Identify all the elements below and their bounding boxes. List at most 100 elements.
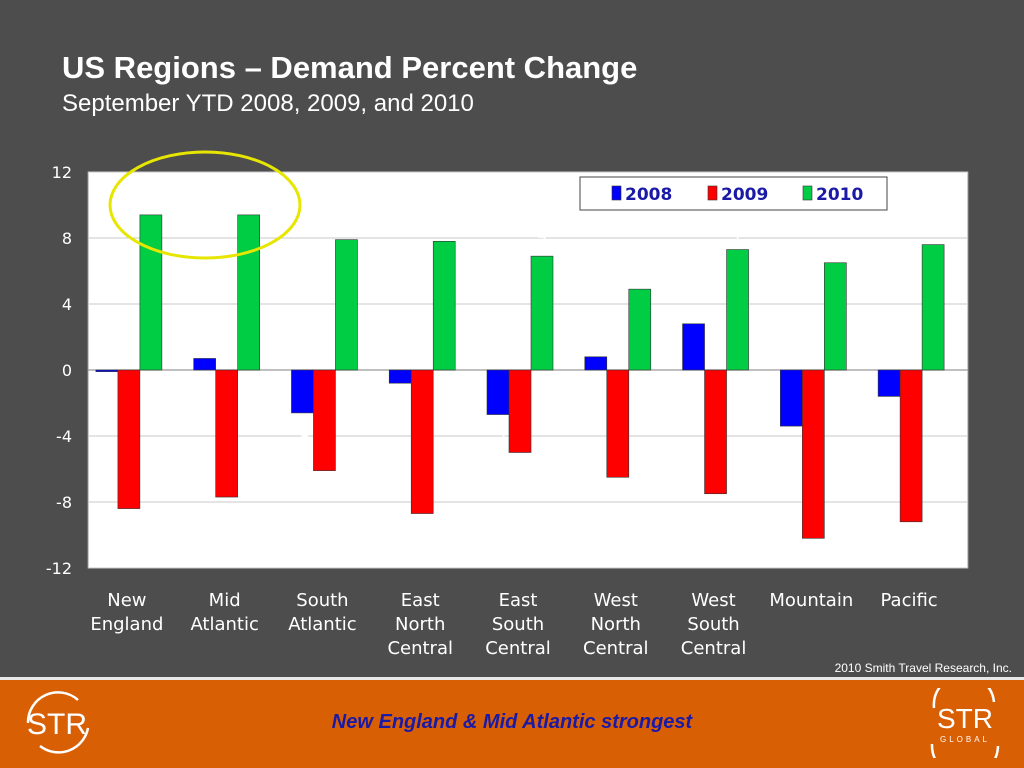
- data-label-2009-5: -7: [610, 486, 626, 505]
- bar-chart: 12 8 4 0 -4 -8 -12 0 1 -3 -1 -3 1 3 -3 -2 -8 -8 -6 -9 -5 -7 -…: [46, 150, 969, 659]
- bar-2010-6: [726, 249, 749, 371]
- bar-2009-0: [117, 369, 141, 509]
- legend-label-2008: 2008: [625, 185, 672, 205]
- x-category-label: Mountain: [769, 590, 853, 611]
- y-tick-label: -12: [46, 559, 72, 578]
- x-category-label: England: [90, 614, 163, 635]
- x-category-label: Atlantic: [288, 614, 356, 635]
- x-axis-labels: New England Mid Atlantic South Atlantic East No…: [90, 590, 937, 659]
- data-label-2008-3: -1: [392, 392, 408, 411]
- data-label-2009-8: -9: [903, 531, 919, 550]
- data-label-2010-6: 7: [732, 227, 742, 246]
- data-label-2009-3: -9: [414, 523, 430, 542]
- data-label-2009-6: -8: [708, 503, 724, 522]
- str-logo-left: STR: [26, 691, 90, 754]
- data-label-2010-5: 5: [635, 266, 645, 285]
- legend-label-2009: 2009: [721, 185, 768, 205]
- bar-2008-3: [388, 369, 412, 384]
- data-label-2009-7: -10: [800, 547, 826, 566]
- x-category-label: Atlantic: [190, 614, 258, 635]
- slide-subtitle: September YTD 2008, 2009, and 2010: [62, 90, 474, 117]
- data-label-2008-5: 1: [591, 334, 601, 353]
- data-label-2010-1: 9: [244, 192, 254, 211]
- legend-swatch-2008: [611, 185, 622, 201]
- legend-box: [579, 176, 888, 211]
- bar-2010-0: [139, 214, 163, 371]
- bar-2009-3: [410, 369, 434, 514]
- legend-swatch-2009: [707, 185, 718, 201]
- bar-2009-6: [704, 369, 727, 495]
- bar-2010-1: [237, 214, 260, 371]
- data-label-2008-4: -3: [490, 424, 506, 443]
- bar-2009-1: [215, 369, 238, 498]
- bar-2010-3: [432, 241, 456, 371]
- bar-2008-8: [877, 369, 901, 397]
- x-category-label: South: [687, 614, 739, 635]
- legend-label-2010: 2010: [816, 185, 863, 205]
- data-label-2009-4: -5: [512, 462, 528, 481]
- bar-2009-8: [899, 369, 923, 523]
- x-category-label: East: [499, 590, 538, 611]
- x-category-label: South: [296, 590, 348, 611]
- data-label-2008-7: -3: [783, 435, 799, 454]
- bar-2010-4: [530, 255, 554, 371]
- bar-2009-5: [606, 369, 630, 478]
- data-label-2010-8: 8: [928, 222, 938, 241]
- y-tick-label: 12: [52, 163, 72, 182]
- data-label-2008-0: 0: [102, 381, 112, 400]
- x-category-label: Mid: [209, 590, 241, 611]
- y-tick-label: -8: [56, 493, 72, 512]
- data-label-2010-3: 8: [439, 218, 449, 237]
- logo-right-subtext: GLOBAL: [940, 735, 990, 744]
- bar-data-labels: 0 1 -3 -1 -3 1 3 -3 -2 -8 -8 -6 -9 -5 -7 -8 -10 -9 9 9 8 8 7 5 7…: [102, 192, 938, 566]
- bar-2008-6: [682, 323, 705, 371]
- data-label-2010-0: 9: [146, 192, 156, 211]
- data-label-2010-7: 7: [830, 240, 840, 259]
- y-tick-label: 8: [62, 229, 72, 248]
- data-label-2008-8: -2: [881, 405, 897, 424]
- x-category-label: New: [107, 590, 146, 611]
- bar-2009-7: [802, 369, 825, 539]
- bars: [95, 214, 945, 539]
- highlight-circle: [108, 150, 302, 260]
- footer-message: New England & Mid Atlantic strongest: [331, 711, 693, 733]
- x-category-label: South: [492, 614, 544, 635]
- logo-left-text: STR: [27, 708, 87, 741]
- footer-band: [0, 680, 1024, 768]
- x-category-label: North: [395, 614, 445, 635]
- footer-divider: [0, 677, 1024, 680]
- bar-2008-7: [780, 369, 803, 427]
- x-category-label: Central: [485, 638, 551, 659]
- data-label-2008-1: 1: [200, 335, 210, 354]
- bar-2008-0: [95, 369, 119, 372]
- bar-2010-5: [628, 288, 652, 371]
- bar-2008-1: [193, 358, 216, 371]
- copyright-text: 2010 Smith Travel Research, Inc.: [834, 661, 1012, 675]
- data-label-2008-2: -3: [294, 422, 310, 441]
- legend: 2008 2009 2010: [579, 176, 888, 211]
- y-tick-label: 0: [62, 361, 72, 380]
- bar-2010-7: [824, 262, 847, 371]
- str-global-logo-right: STR GLOBAL: [930, 688, 1000, 758]
- y-axis-ticks: 12 8 4 0 -4 -8 -12: [46, 163, 72, 578]
- bar-2008-5: [584, 356, 608, 371]
- bar-2010-2: [335, 239, 358, 371]
- bar-2009-2: [313, 369, 336, 471]
- data-label-2010-2: 8: [341, 217, 351, 236]
- x-category-label: Central: [387, 638, 453, 659]
- x-category-label: North: [591, 614, 641, 635]
- x-category-label: East: [401, 590, 440, 611]
- slide-title: US Regions – Demand Percent Change: [62, 50, 638, 85]
- bar-2009-4: [508, 369, 532, 453]
- x-category-label: Pacific: [881, 590, 938, 611]
- data-label-2009-2: -6: [316, 480, 332, 499]
- legend-swatch-2010: [802, 185, 813, 201]
- y-tick-label: 4: [62, 295, 72, 314]
- y-tick-label: -4: [56, 427, 72, 446]
- data-label-2009-1: -8: [219, 506, 235, 525]
- data-label-2008-6: 3: [688, 301, 698, 320]
- x-category-label: Central: [583, 638, 649, 659]
- logo-right-text: STR: [937, 703, 993, 734]
- bar-2010-8: [921, 244, 945, 371]
